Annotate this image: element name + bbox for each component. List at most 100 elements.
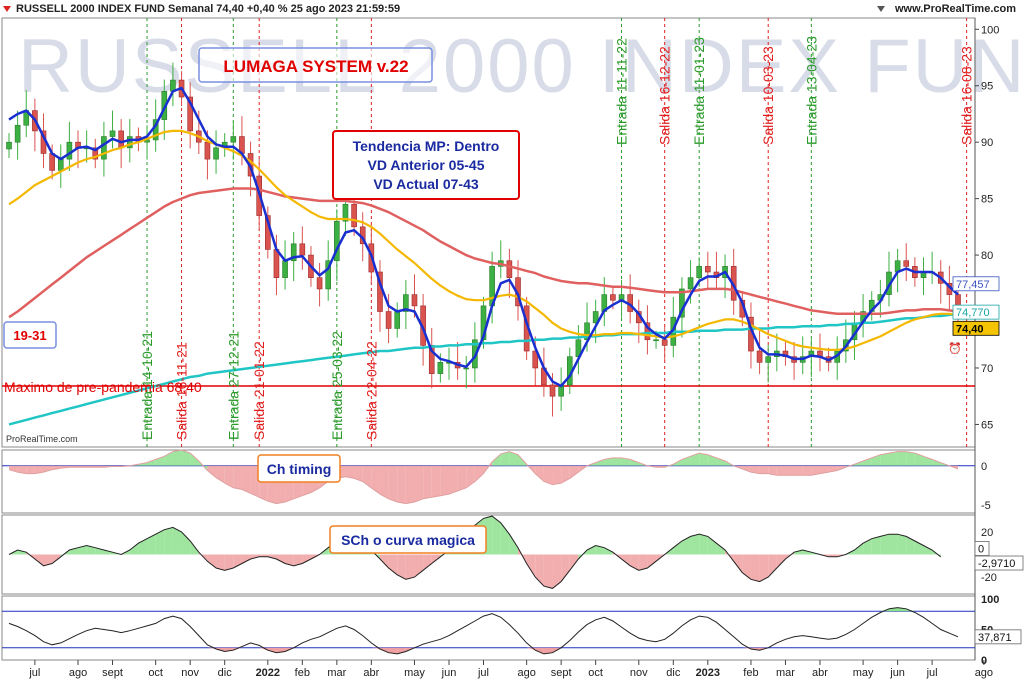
- ch-timing-segment: [233, 465, 242, 490]
- sch-curve-segment: [405, 554, 415, 580]
- sch-curve-segment: [587, 545, 596, 555]
- sch-curve-segment: [492, 516, 501, 555]
- ch-timing-segment: [802, 465, 812, 476]
- ch-timing-segment: [431, 465, 441, 498]
- ch-timing-segment: [923, 456, 933, 466]
- ch-timing-segment: [888, 451, 898, 466]
- system-box: [198, 47, 433, 83]
- sch-curve-segment: [302, 554, 311, 564]
- ch-timing-segment: [552, 465, 562, 485]
- x-tick-label: oct: [148, 667, 163, 679]
- sch-curve-segment: [871, 536, 881, 555]
- ch-timing-segment: [595, 459, 605, 466]
- ch-timing-segment: [543, 465, 553, 485]
- x-tick-label: ago: [517, 667, 535, 679]
- sch-curve-segment: [733, 554, 743, 573]
- candle-body: [334, 220, 340, 262]
- ch-timing-segment: [880, 453, 889, 466]
- ch-timing-segment: [768, 465, 777, 476]
- sch-curve-segment: [535, 554, 544, 587]
- sch-curve-segment: [794, 549, 803, 555]
- ch-timing-segment: [750, 465, 760, 474]
- sch-curve-segment: [699, 534, 708, 555]
- candle-body: [506, 260, 513, 278]
- sch-curve-line: [8, 515, 942, 589]
- dropdown-icon[interactable]: [877, 6, 885, 12]
- sch-curve-segment: [543, 554, 553, 589]
- sch-curve-segment: [707, 536, 717, 555]
- credit-label: ProRealTime.com: [6, 434, 78, 444]
- candle-body: [705, 266, 711, 273]
- ch-timing-segment: [371, 465, 380, 495]
- candle-body: [765, 356, 772, 363]
- sch-curve-segment: [604, 547, 613, 555]
- candle-body: [101, 136, 107, 160]
- sch-curve-segment: [207, 554, 217, 569]
- ch-timing-segment: [906, 451, 915, 466]
- candle-body: [126, 136, 133, 149]
- sch-curve-segment: [759, 554, 769, 582]
- ch-timing-segment: [630, 459, 639, 466]
- ch-timing-segment: [561, 465, 570, 484]
- ch-timing-segment: [34, 465, 44, 474]
- ch-timing-segment: [405, 465, 415, 504]
- ma-red-line: [8, 187, 959, 319]
- ch-timing-segment: [932, 459, 941, 466]
- ch-tick-label: 0: [981, 461, 987, 473]
- signal-label: Entrada 13-04-23: [803, 36, 819, 145]
- watermark: RUSSELL 2000 INDEX FUND: [18, 24, 1024, 109]
- y-tick-label: 80: [981, 250, 993, 262]
- sch-curve-segment: [569, 554, 579, 571]
- candle-body: [325, 260, 332, 290]
- x-tick-label: sept: [102, 667, 123, 679]
- sch-curve-segment: [276, 554, 286, 564]
- sch-curve-segment: [776, 554, 786, 569]
- sch-curve-segment: [250, 554, 260, 560]
- x-tick-label: jun: [889, 667, 905, 679]
- candle-body: [299, 243, 306, 256]
- ch-timing-segment: [250, 465, 260, 498]
- sch-curve-segment: [172, 527, 182, 555]
- sch-curve-segment: [750, 554, 760, 582]
- sch-tick-label: 20: [981, 527, 993, 539]
- x-tick-label: 2022: [256, 667, 280, 679]
- ch-timing-segment: [52, 465, 61, 470]
- trend-line: VD Actual 07-43: [373, 176, 479, 192]
- x-tick-label: feb: [743, 667, 758, 679]
- ch-timing-segment: [897, 451, 907, 466]
- y-tick-label: 90: [981, 137, 993, 149]
- ch-timing-segment: [466, 465, 475, 488]
- sch-curve-segment: [863, 538, 872, 555]
- sch-curve-segment: [621, 554, 631, 566]
- candle-body: [57, 158, 64, 171]
- sch-curve-segment: [164, 527, 173, 555]
- candle-body: [437, 362, 444, 374]
- instrument-icon: [3, 6, 11, 12]
- chart-source[interactable]: www.ProRealTime.com: [894, 3, 1016, 15]
- candle-body: [463, 367, 470, 370]
- sch-curve-segment: [595, 545, 605, 555]
- system-title: LUMAGA SYSTEM v.22: [223, 57, 408, 76]
- sch-curve-segment: [500, 522, 510, 555]
- x-tick-label: dic: [218, 667, 233, 679]
- ch-timing-segment: [681, 456, 691, 466]
- x-tick-label: may: [853, 667, 874, 679]
- candle-body: [66, 141, 73, 160]
- ch-timing-segment: [147, 459, 156, 466]
- ch-timing-segment: [863, 457, 872, 466]
- sch-curve-segment: [181, 531, 191, 555]
- sch-curve-segment: [216, 554, 225, 571]
- support-label: Maximo de pre-pandemia 68,40: [4, 379, 202, 395]
- x-tick-label: dic: [666, 667, 681, 679]
- candle-body: [687, 277, 694, 290]
- candle-body: [756, 350, 763, 363]
- sch-price-label: -2,9710: [978, 558, 1015, 570]
- sch-curve-segment: [138, 538, 148, 555]
- ch-timing-segment: [155, 456, 165, 466]
- sch-curve-segment: [259, 554, 268, 557]
- ch-timing-segment: [716, 457, 726, 466]
- ch-label: Ch timing: [267, 461, 332, 477]
- sch-curve-segment: [78, 545, 87, 555]
- sch-curve-segment: [423, 554, 432, 571]
- x-tick-label: jul: [926, 667, 938, 679]
